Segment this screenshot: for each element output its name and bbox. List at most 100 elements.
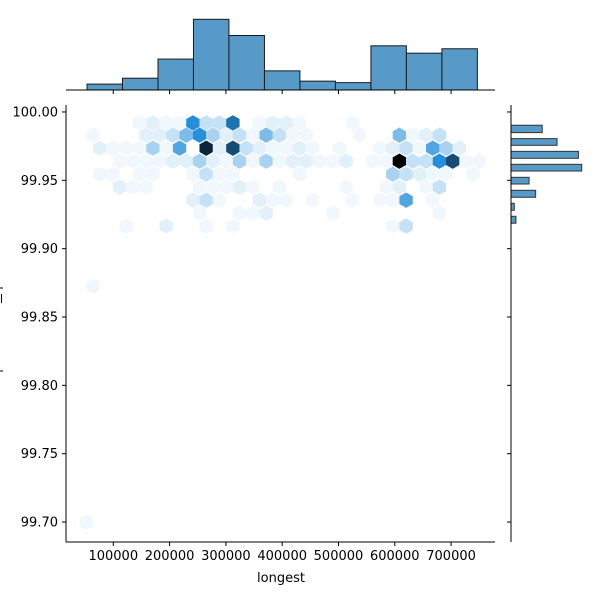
hexbin-cell bbox=[392, 127, 407, 143]
hexbin-cell bbox=[92, 140, 107, 156]
x-hist-bar bbox=[441, 48, 478, 91]
hexbin-cell bbox=[412, 166, 427, 182]
hexbin-cell bbox=[439, 140, 453, 156]
hexbin-cell bbox=[292, 115, 307, 131]
hexbin-cell bbox=[252, 115, 267, 131]
hexbin-cell bbox=[306, 192, 320, 208]
hexbin-cell bbox=[192, 127, 207, 143]
hexbin-cell bbox=[259, 153, 273, 169]
hexbin-cell bbox=[79, 514, 93, 530]
x-hist-bar bbox=[228, 35, 265, 91]
hexbin-cell bbox=[226, 140, 240, 156]
x-axis-label: longest bbox=[257, 571, 305, 586]
hexbin-cell bbox=[386, 166, 400, 182]
hexbin-cell bbox=[139, 179, 153, 195]
hexbin-cell bbox=[146, 166, 160, 182]
hexbin-cell bbox=[219, 179, 233, 195]
x-hist-bar bbox=[299, 80, 336, 91]
hexbin-cell bbox=[399, 218, 413, 234]
hexbin-cell bbox=[419, 179, 433, 195]
x-hist-bar bbox=[263, 70, 301, 91]
hexbin-cell bbox=[279, 140, 293, 156]
hexbin-cell bbox=[446, 153, 460, 169]
y-tick-label: 99.90 bbox=[21, 242, 58, 257]
hexbin-cell bbox=[339, 153, 353, 169]
hexbin-cell bbox=[226, 115, 240, 131]
hexbin-cell bbox=[212, 192, 227, 208]
hexbin-cell bbox=[139, 127, 153, 143]
hexbin-cell bbox=[206, 153, 220, 169]
hexbin-cell bbox=[106, 166, 120, 182]
hexbin-cell bbox=[352, 127, 367, 143]
hexbin-cell bbox=[279, 192, 293, 208]
hexbin-cell bbox=[366, 153, 380, 169]
y-tick-label: 99.75 bbox=[21, 447, 58, 462]
hexbin-cell bbox=[232, 179, 247, 195]
hexbin-cell bbox=[399, 166, 413, 182]
hexbin-cell bbox=[292, 166, 307, 182]
hexbin-cell bbox=[146, 115, 160, 131]
hexbin-cell bbox=[126, 179, 140, 195]
hexbin-cell bbox=[266, 140, 280, 156]
hexbin-cell bbox=[286, 127, 300, 143]
hexbin-cell bbox=[132, 166, 147, 182]
hexbin-cell bbox=[346, 192, 360, 208]
hexbin-cell bbox=[192, 179, 207, 195]
x-hist-bar bbox=[121, 77, 159, 91]
hexbin-cell bbox=[226, 218, 240, 234]
hexbin-cell bbox=[386, 140, 400, 156]
hexbin-cell bbox=[206, 127, 220, 143]
hexbin-cell bbox=[432, 127, 447, 143]
y-hist-bar bbox=[510, 150, 579, 159]
y-tick-label: 99.70 bbox=[21, 516, 58, 531]
hexbin-cell bbox=[159, 140, 173, 156]
hexbin-cell bbox=[246, 179, 260, 195]
hexbin-cell bbox=[132, 115, 147, 131]
hexbin-cell bbox=[432, 153, 447, 169]
hexbin-cell bbox=[199, 218, 213, 234]
hexbin-cell bbox=[406, 127, 420, 143]
hexbin-cell bbox=[226, 166, 240, 182]
x-tick-label: 700000 bbox=[426, 549, 476, 564]
hexbin-cell bbox=[146, 140, 160, 156]
hexbin-cell bbox=[339, 179, 353, 195]
hexbin-cell bbox=[199, 115, 213, 131]
hexbin-cell bbox=[299, 127, 313, 143]
hexbin-cell bbox=[172, 140, 187, 156]
hexbin-cell bbox=[252, 192, 267, 208]
hexbin-cell bbox=[132, 140, 147, 156]
x-hist-bar bbox=[192, 18, 230, 91]
x-hist-bar bbox=[405, 52, 443, 91]
hexbin-cell bbox=[239, 140, 253, 156]
hexbin-cell bbox=[372, 140, 387, 156]
hexbin-cell bbox=[386, 218, 400, 234]
hexbin-cell bbox=[159, 115, 173, 131]
hexbin-cell bbox=[186, 115, 200, 131]
hexbin-cell bbox=[199, 192, 213, 208]
hexbin-cell bbox=[92, 166, 107, 182]
x-tick-label: 300000 bbox=[201, 549, 251, 564]
hexbin-cell bbox=[466, 166, 480, 182]
hexbin-cell bbox=[212, 140, 227, 156]
hexbin-cell bbox=[219, 127, 233, 143]
hexbin-cell bbox=[252, 140, 267, 156]
hexbin-cell bbox=[419, 127, 433, 143]
hexbin-cell bbox=[279, 115, 293, 131]
hexbin-cell bbox=[286, 153, 300, 169]
hexbin-cell bbox=[186, 192, 200, 208]
hexbin-layer bbox=[79, 115, 487, 530]
hexbin-cell bbox=[259, 127, 273, 143]
hexbin-cell bbox=[452, 140, 467, 156]
hexbin-cell bbox=[246, 127, 260, 143]
hexbin-cell bbox=[152, 127, 167, 143]
hexbin-cell bbox=[419, 153, 433, 169]
hexbin-cell bbox=[179, 153, 193, 169]
y-ticks: 99.70 99.75 99.80 99.85 99.90 99.95 100.00 bbox=[13, 105, 511, 531]
hexbin-cell bbox=[259, 205, 273, 221]
hexbin-cell bbox=[379, 153, 393, 169]
hexbin-cell bbox=[379, 179, 393, 195]
hexbin-cell bbox=[159, 218, 173, 234]
hexbin-cell bbox=[172, 115, 187, 131]
hexbin-cell bbox=[272, 153, 287, 169]
hexbin-cell bbox=[399, 140, 413, 156]
